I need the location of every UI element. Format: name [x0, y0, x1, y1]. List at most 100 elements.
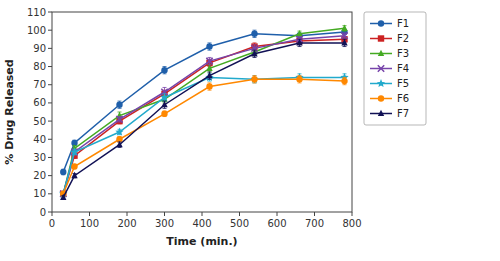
- point: [206, 65, 212, 71]
- x-tick: [239, 212, 240, 216]
- x-tick-label: 300: [155, 218, 174, 229]
- point: [161, 67, 167, 73]
- legend-marker: [378, 95, 384, 101]
- legend-label: F4: [397, 63, 409, 74]
- y-tick: [48, 102, 52, 103]
- legend-item: F3: [370, 48, 409, 59]
- series-line: [63, 77, 344, 193]
- point: [251, 76, 257, 82]
- series-line: [63, 36, 344, 194]
- legend-item: F1: [370, 18, 409, 29]
- legend-marker: [378, 110, 384, 116]
- point: [161, 101, 167, 107]
- x-tick: [164, 212, 165, 216]
- point: [341, 32, 347, 38]
- series-line: [63, 32, 344, 172]
- point: [206, 43, 212, 49]
- y-tick-label: 30: [33, 152, 46, 163]
- legend-item: F2: [370, 33, 409, 44]
- y-tick-label: 20: [33, 170, 46, 181]
- x-tick-label: 600: [267, 218, 286, 229]
- plot-frame: [52, 12, 352, 212]
- series: [60, 29, 348, 175]
- point: [206, 58, 212, 64]
- x-tick: [52, 212, 53, 216]
- y-tick-label: 80: [33, 61, 46, 72]
- y-tick-label: 40: [33, 134, 46, 145]
- x-tick-label: 0: [49, 218, 55, 229]
- legend-label: F2: [397, 33, 409, 44]
- legend-frame: [364, 12, 426, 125]
- x-tick: [314, 212, 315, 216]
- series-line: [63, 39, 344, 194]
- y-tick: [48, 84, 52, 85]
- series: [60, 25, 348, 197]
- y-tick: [48, 157, 52, 158]
- point: [71, 172, 77, 178]
- legend-label: F6: [397, 93, 409, 104]
- y-tick-label: 0: [40, 207, 46, 218]
- series: [60, 36, 348, 197]
- ticks: 0100200300400500600700800010203040506070…: [27, 7, 362, 230]
- y-tick-label: 50: [33, 116, 46, 127]
- y-tick-label: 110: [27, 7, 46, 18]
- legend-label: F1: [397, 18, 409, 29]
- y-tick-label: 10: [33, 188, 46, 199]
- point: [250, 75, 258, 83]
- legend-label: F7: [397, 108, 409, 119]
- y-tick: [48, 121, 52, 122]
- x-axis-label: Time (min.): [166, 235, 237, 248]
- x-tick-label: 400: [192, 218, 211, 229]
- point: [116, 116, 122, 122]
- point: [341, 25, 347, 31]
- y-axis-label: % Drug Released: [3, 59, 16, 164]
- y-tick: [48, 212, 52, 213]
- y-tick: [48, 193, 52, 194]
- series: [60, 39, 348, 200]
- legend-item: F7: [370, 108, 409, 119]
- point: [70, 148, 78, 156]
- y-tick-label: 90: [33, 43, 46, 54]
- legend-marker: [378, 35, 384, 41]
- point: [341, 78, 347, 84]
- y-tick-label: 60: [33, 97, 46, 108]
- legend-marker: [377, 79, 385, 87]
- x-tick-label: 800: [342, 218, 361, 229]
- y-tick: [48, 12, 52, 13]
- y-tick: [48, 175, 52, 176]
- point: [296, 39, 302, 45]
- y-tick-label: 70: [33, 79, 46, 90]
- point: [341, 39, 347, 45]
- series-line: [63, 28, 344, 193]
- point: [206, 72, 212, 78]
- y-tick: [48, 139, 52, 140]
- point: [296, 30, 302, 36]
- y-tick: [48, 30, 52, 31]
- y-tick: [48, 48, 52, 49]
- data: [59, 25, 349, 200]
- legend-item: F6: [370, 93, 409, 104]
- point: [251, 50, 257, 56]
- series-line: [63, 79, 344, 194]
- legend-marker: [378, 65, 384, 71]
- x-tick-label: 700: [305, 218, 324, 229]
- point: [60, 194, 66, 200]
- x-tick: [89, 212, 90, 216]
- point: [206, 83, 212, 89]
- point: [161, 111, 167, 117]
- series: [60, 76, 348, 197]
- legend-item: F5: [370, 78, 409, 89]
- point: [71, 163, 77, 169]
- point: [116, 141, 122, 147]
- point: [251, 31, 257, 37]
- x-tick: [202, 212, 203, 216]
- point: [60, 169, 66, 175]
- point: [160, 93, 168, 101]
- x-tick: [352, 212, 353, 216]
- legend-label: F5: [397, 78, 409, 89]
- series-line: [63, 43, 344, 198]
- x-tick-label: 500: [230, 218, 249, 229]
- x-tick: [127, 212, 128, 216]
- chart: 0100200300400500600700800010203040506070…: [0, 0, 500, 261]
- point: [296, 76, 302, 82]
